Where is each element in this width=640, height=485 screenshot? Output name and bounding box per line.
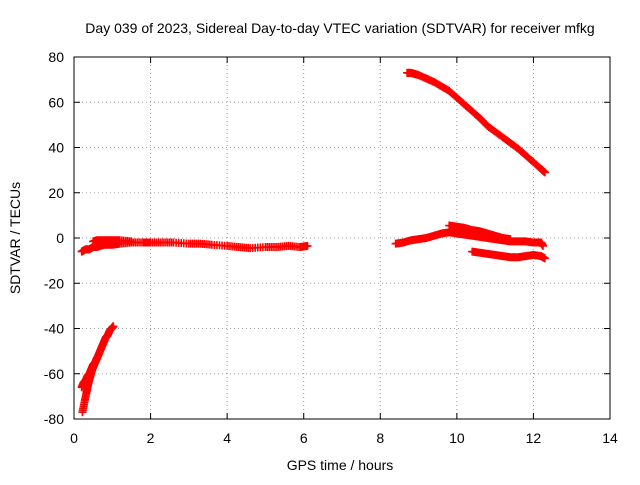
data-point — [109, 322, 118, 331]
x-tick-label: 12 — [526, 430, 542, 446]
data-point — [540, 168, 549, 177]
y-tick-label: 20 — [48, 185, 64, 201]
data-point — [506, 235, 515, 244]
y-tick-label: -80 — [44, 411, 64, 427]
axis-ticks: 0 2 4 6 8 10 12 14 -80 -60 -40 -20 0 20 40 60 80 — [44, 49, 618, 446]
series-declining-segment — [403, 68, 549, 177]
chart-title: Day 039 of 2023, Sidereal Day-to-day VTE… — [85, 20, 594, 36]
y-tick-label: 60 — [48, 94, 64, 110]
y-tick-label: -40 — [44, 321, 64, 337]
x-tick-label: 2 — [147, 430, 155, 446]
data-point — [539, 241, 547, 250]
series-early-steep-segment — [78, 322, 118, 417]
series-morning-flat-segment-upper — [89, 236, 136, 246]
x-tick-label: 10 — [449, 430, 465, 446]
series-early-steep-segment-upper — [77, 353, 101, 392]
y-tick-label: 40 — [48, 140, 64, 156]
y-axis-label: SDTVAR / TECUs — [7, 182, 23, 294]
y-tick-label: 0 — [56, 230, 64, 246]
data-point — [92, 353, 101, 362]
x-axis-label: GPS time / hours — [287, 457, 394, 473]
series-evening-flat-segment — [391, 228, 547, 250]
x-tick-label: 0 — [70, 430, 78, 446]
x-tick-label: 6 — [300, 430, 308, 446]
data-point — [540, 254, 549, 263]
data-point — [127, 237, 136, 246]
x-tick-label: 4 — [223, 430, 231, 446]
x-tick-label: 8 — [376, 430, 384, 446]
y-tick-label: -60 — [44, 366, 64, 382]
y-tick-label: 80 — [48, 49, 64, 65]
x-tick-label: 14 — [602, 430, 618, 446]
y-tick-label: -20 — [44, 275, 64, 291]
data-series — [77, 68, 549, 417]
series-evening-lower-segment — [468, 247, 549, 263]
grid-lines — [74, 57, 610, 419]
data-point — [303, 241, 312, 250]
series-evening-flat-segment-upper — [445, 221, 515, 244]
